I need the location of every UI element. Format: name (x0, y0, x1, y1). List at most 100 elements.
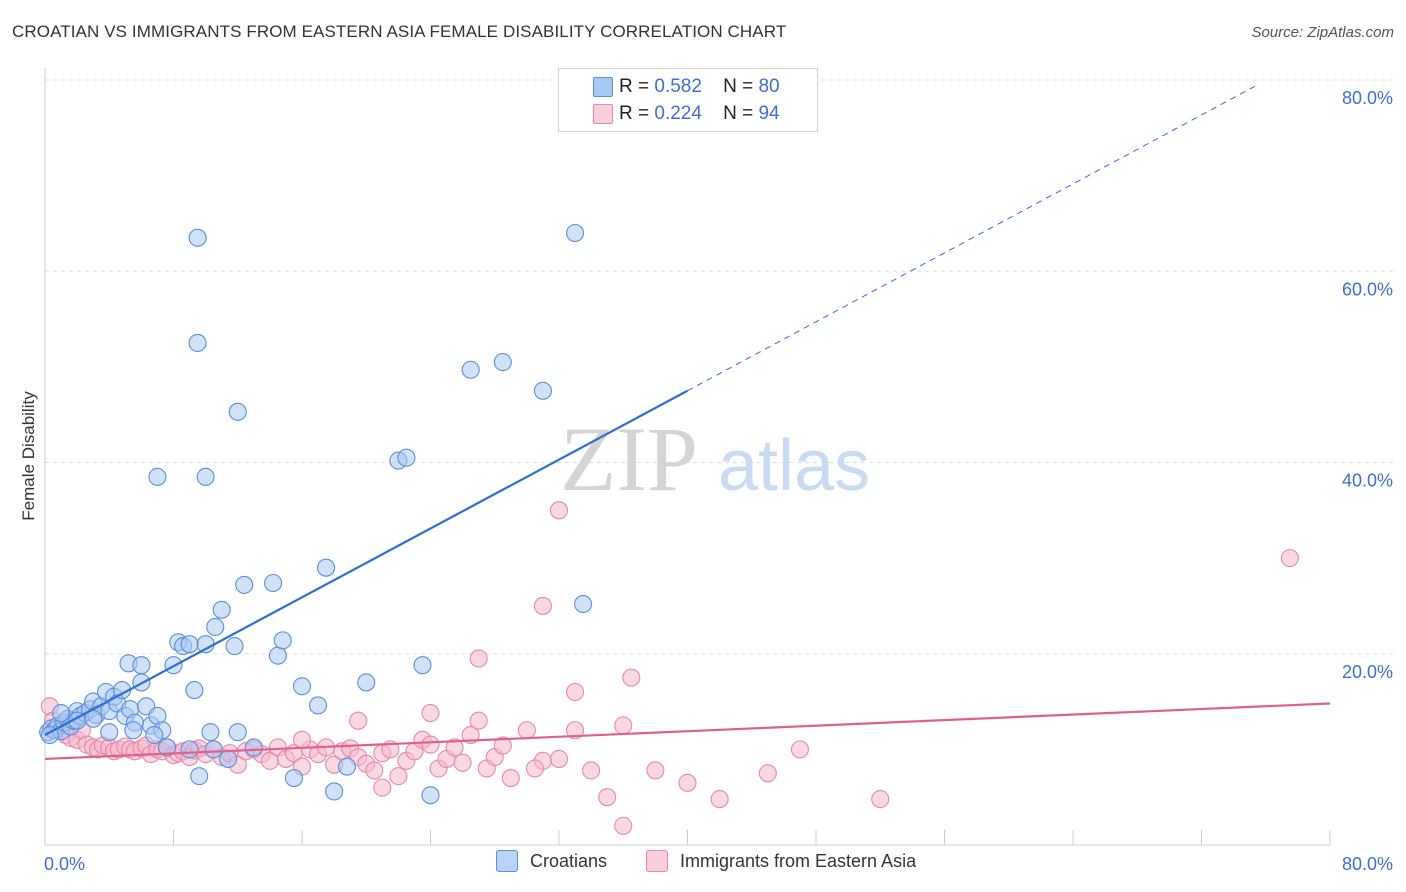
croatians-point (212, 600, 231, 619)
immigrants-point (469, 711, 488, 730)
croatians-point (225, 637, 244, 656)
immigrants-point (622, 668, 641, 687)
source-label: Source: ZipAtlas.com (1251, 24, 1394, 41)
croatians-point (180, 635, 199, 654)
watermark-zip: ZIP (560, 408, 698, 510)
immigrants-point (790, 740, 809, 759)
legend-n-label: N = (723, 103, 754, 124)
tick-labels: 20.0% 40.0% 60.0% 80.0% 0.0% 80.0% (44, 88, 1393, 874)
croatians-point (292, 677, 312, 696)
immigrants-point (525, 759, 544, 778)
croatians-point (264, 573, 283, 593)
croatians-point (461, 360, 480, 379)
immigrants-point (1280, 549, 1299, 568)
bottom-legend-croatians: Croatians (496, 850, 607, 872)
immigrants-point (614, 716, 633, 735)
immigrants-point (517, 721, 536, 740)
croatians-point (273, 631, 292, 650)
croatians-point (397, 448, 416, 467)
croatians-point (204, 740, 223, 759)
legend-r-value: 0.582 (654, 76, 702, 97)
croatians-point (148, 467, 167, 486)
croatians-point (284, 769, 304, 788)
croatians-point (180, 740, 199, 759)
croatians-point (190, 767, 209, 786)
bottom-legend-label: Immigrants from Eastern Asia (680, 850, 917, 871)
watermark: ZIP atlas (560, 408, 870, 510)
immigrants-point (469, 649, 488, 668)
chart-title: CROATIAN VS IMMIGRANTS FROM EASTERN ASIA… (12, 22, 787, 41)
y-tick-label: 20.0% (1342, 662, 1393, 682)
immigrants-point (501, 769, 520, 788)
croatians-point (206, 617, 225, 637)
y-tick-label: 60.0% (1342, 279, 1393, 299)
croatians-point (185, 681, 204, 700)
croatians-trend-extension (687, 84, 1258, 392)
immigrants-point (758, 764, 777, 783)
croatians-point (100, 723, 119, 742)
grid-lines (45, 79, 1395, 655)
correlation-legend: R = 0.582 N = 80 R = 0.224 N = 94 (558, 68, 818, 132)
croatians-point (219, 749, 238, 768)
bottom-legend-immigrants: Immigrants from Eastern Asia (646, 850, 916, 872)
croatians-point (196, 467, 215, 486)
croatians-point (309, 696, 328, 715)
immigrants-point (292, 730, 312, 749)
croatians-point (188, 333, 207, 353)
immigrants-trend-line (44, 702, 1331, 761)
immigrants-point (365, 761, 384, 780)
immigrants-point (533, 596, 552, 615)
croatians-point (413, 656, 432, 675)
immigrants-point (421, 735, 440, 754)
legend-n-value: 80 (758, 76, 780, 97)
trend-lines (44, 84, 1331, 761)
croatians-point (421, 786, 440, 805)
legend-r-value: 0.224 (654, 103, 702, 124)
bottom-swatch-blue (496, 850, 518, 872)
croatians-point (317, 558, 336, 577)
immigrants-point (373, 778, 392, 797)
bottom-legend-label: Croatians (530, 850, 608, 871)
croatians-point (52, 703, 71, 723)
croatians-point (533, 381, 552, 400)
croatians-point (235, 575, 254, 594)
croatians-point (158, 738, 177, 757)
croatians-point (566, 223, 585, 243)
legend-swatch-blue (593, 77, 613, 97)
legend-row-croatians: R = 0.582 N = 80 (593, 75, 780, 99)
y-tick-label: 80.0% (1342, 88, 1393, 108)
legend-r-label: R = (619, 103, 650, 124)
croatians-point (201, 723, 220, 742)
x-tick-label-max: 80.0% (1342, 854, 1393, 874)
croatians-point (574, 594, 593, 614)
immigrants-point (598, 788, 617, 807)
croatians-point (188, 228, 207, 247)
croatians-point (124, 721, 143, 740)
immigrants-point (710, 790, 729, 809)
series-immigrants-points (40, 501, 1299, 835)
croatians-point (493, 353, 512, 372)
immigrants-point (678, 773, 697, 792)
immigrants-point (871, 790, 890, 809)
legend-row-immigrants: R = 0.224 N = 94 (593, 102, 780, 126)
immigrants-point (421, 703, 440, 723)
immigrants-point (646, 761, 665, 780)
immigrants-point (349, 711, 368, 730)
y-axis-label: Female Disability (19, 391, 38, 521)
croatians-point (145, 725, 164, 745)
croatians-point (325, 782, 344, 801)
immigrants-point (453, 753, 472, 772)
axes (44, 68, 1331, 846)
croatians-point (132, 656, 151, 675)
croatians-point (244, 738, 263, 757)
series-croatians-points (39, 223, 593, 805)
immigrants-point (389, 767, 408, 786)
watermark-atlas: atlas (718, 426, 870, 506)
immigrants-point (445, 738, 464, 757)
bottom-swatch-pink (646, 850, 668, 872)
croatians-trend-line (44, 389, 689, 737)
legend-r-label: R = (619, 76, 650, 97)
x-tick-label-min: 0.0% (44, 854, 85, 874)
immigrants-point (549, 749, 569, 768)
